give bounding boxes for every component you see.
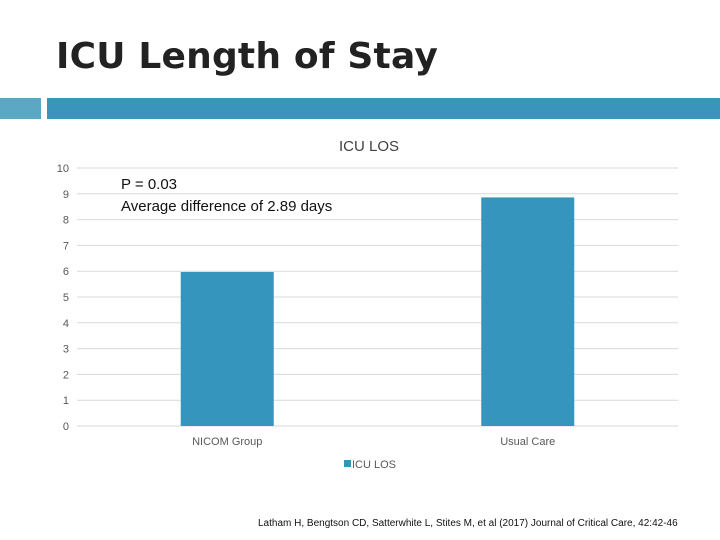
bar: [481, 197, 575, 426]
y-tick-label: 7: [63, 240, 69, 252]
chart-title: ICU LOS: [339, 138, 399, 155]
bar-layer: [180, 197, 575, 426]
citation: Latham H, Bengtson CD, Satterwhite L, St…: [258, 518, 678, 529]
y-tick-label: 2: [63, 369, 69, 381]
annotation-average-difference: Average difference of 2.89 days: [121, 198, 332, 215]
legend-swatch: [344, 460, 351, 467]
y-tick-label: 10: [57, 163, 69, 175]
slide-title: ICU Length of Stay: [56, 36, 439, 77]
y-tick-label: 0: [63, 421, 69, 433]
x-category-label: Usual Care: [500, 436, 555, 448]
y-tick-label: 8: [63, 215, 69, 227]
x-category-label: NICOM Group: [192, 436, 262, 448]
y-tick-label: 6: [63, 266, 69, 278]
legend-label: ICU LOS: [352, 459, 396, 471]
y-tick-label: 5: [63, 292, 69, 304]
accent-bar-small: [0, 98, 41, 119]
bar: [180, 271, 274, 426]
annotation-p-value: P = 0.03: [121, 176, 177, 193]
y-tick-label: 3: [63, 344, 69, 356]
y-tick-label: 4: [63, 318, 69, 330]
y-tick-label: 1: [63, 395, 69, 407]
y-tick-label: 9: [63, 189, 69, 201]
label-layer: 0 1 2 3 4 5 6 7 8 9 10 NICOM Group Usual Care: [57, 163, 556, 448]
accent-bar-large: [47, 98, 720, 119]
grid-layer: [77, 167, 678, 427]
